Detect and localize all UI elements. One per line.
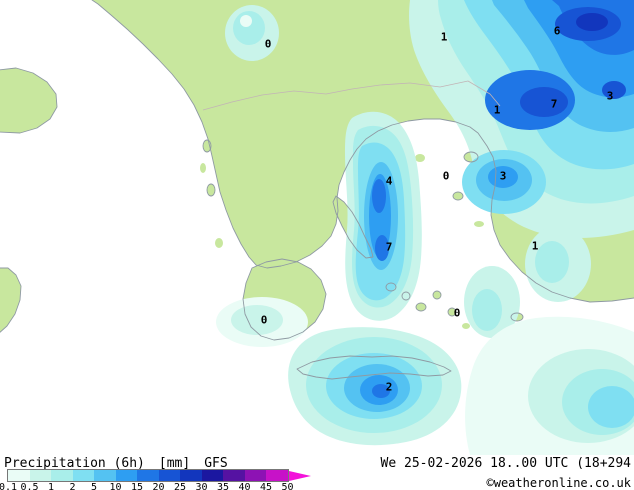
- scale-segment: [72, 470, 94, 481]
- scale-segment: [51, 470, 73, 481]
- footer-title-row: Precipitation (6h) [mm] GFS We 25-02-202…: [4, 456, 631, 471]
- scale-label: 0.1: [0, 482, 18, 490]
- island-outlines: [202, 139, 524, 322]
- scale-segment: [244, 470, 266, 481]
- precip-area-aegean-band: [345, 111, 422, 321]
- scale-segment: [266, 470, 288, 481]
- map-svg: [0, 0, 634, 455]
- scale-label: 50: [281, 482, 294, 490]
- scale-arrow-icon: [288, 470, 311, 481]
- scale-segment: [158, 470, 180, 481]
- scale-label: 25: [173, 482, 187, 490]
- scale-label: 30: [195, 482, 208, 490]
- scale-label-row: 0.1 0.5 1 2 5 10 15 20 25 30 35 40 45 50: [0, 483, 634, 490]
- valid-datetime: We 25-02-2026 18..00 UTC (18+294: [380, 456, 631, 471]
- color-scale: [7, 469, 311, 482]
- model-name: GFS: [204, 456, 228, 471]
- scale-label: 20: [152, 482, 165, 490]
- scale-label: 40: [238, 482, 251, 490]
- coastline-layer: [0, 0, 634, 380]
- scale-label: 35: [216, 482, 230, 490]
- scale-segment: [137, 470, 159, 481]
- scale-segment: [201, 470, 223, 481]
- scale-segment: [8, 470, 30, 481]
- precip-area-crete: [288, 327, 462, 446]
- precip-area-west-anatolia: [462, 150, 546, 214]
- precip-area-ionian: [216, 297, 308, 347]
- precip-area-north: [225, 5, 279, 61]
- scale-segment: [115, 470, 137, 481]
- scale-label: 0.5: [20, 482, 39, 490]
- scale-label: 45: [259, 482, 273, 490]
- border-layer: [202, 80, 501, 111]
- scale-label: 10: [109, 482, 122, 490]
- scale-segment: [94, 470, 116, 481]
- scale-segments: [7, 469, 289, 482]
- scale-segment: [180, 470, 202, 481]
- precip-area-southeast: [465, 316, 634, 455]
- land-calabria: [0, 268, 21, 333]
- precip-area-dodecanese: [464, 266, 520, 338]
- scale-label: 1: [47, 482, 55, 490]
- scale-label: 15: [130, 482, 144, 490]
- precip-area-northeast: [409, 0, 634, 238]
- copyright: ©weatheronline.co.uk: [486, 476, 632, 490]
- scale-label: 2: [69, 482, 76, 490]
- legend-footer: Precipitation (6h) [mm] GFS We 25-02-202…: [0, 455, 634, 490]
- precip-area-southwest-anatolia: [525, 226, 591, 302]
- scale-label: 5: [90, 482, 98, 490]
- scale-segment: [29, 470, 51, 481]
- map-title: Precipitation (6h): [4, 456, 145, 471]
- scale-segment: [223, 470, 245, 481]
- land-italy-heel: [0, 68, 57, 133]
- map-unit: [mm]: [158, 456, 191, 471]
